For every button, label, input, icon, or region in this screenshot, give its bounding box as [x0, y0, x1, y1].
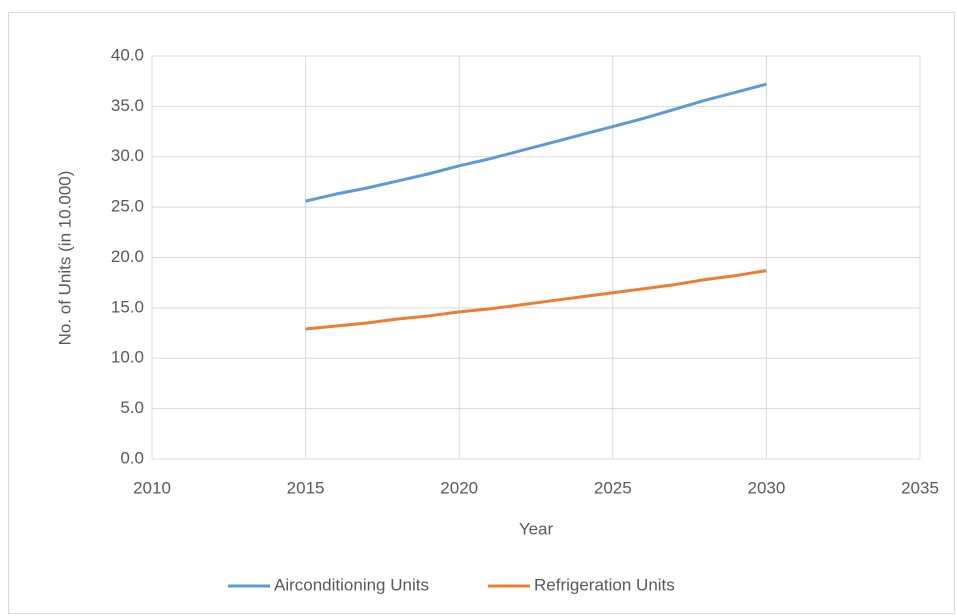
chart-frame: [8, 12, 955, 614]
data-line: [305, 269, 767, 331]
legend-label: Refrigeration Units: [534, 575, 675, 594]
data-line: [305, 82, 767, 203]
x-tick-label: 2035: [901, 478, 939, 497]
x-tick-label: 2025: [594, 478, 632, 497]
y-tick-label: 30.0: [111, 146, 144, 165]
x-tick-label: 2030: [747, 478, 785, 497]
y-tick-label: 0.0: [120, 448, 144, 467]
x-tick-label: 2020: [440, 478, 478, 497]
y-tick-label: 40.0: [111, 45, 144, 64]
y-axis-label: No. of Units (in 10.000): [55, 171, 74, 346]
x-tick-label: 2010: [133, 478, 171, 497]
y-tick-label: 15.0: [111, 297, 144, 316]
y-tick-label: 20.0: [111, 247, 144, 266]
y-tick-label: 10.0: [111, 348, 144, 367]
x-tick-label: 2015: [287, 478, 325, 497]
y-tick-label: 25.0: [111, 197, 144, 216]
legend-label: Airconditioning Units: [274, 575, 429, 594]
y-tick-label: 35.0: [111, 96, 144, 115]
y-tick-label: 5.0: [120, 398, 144, 417]
x-axis-label: Year: [519, 519, 554, 538]
